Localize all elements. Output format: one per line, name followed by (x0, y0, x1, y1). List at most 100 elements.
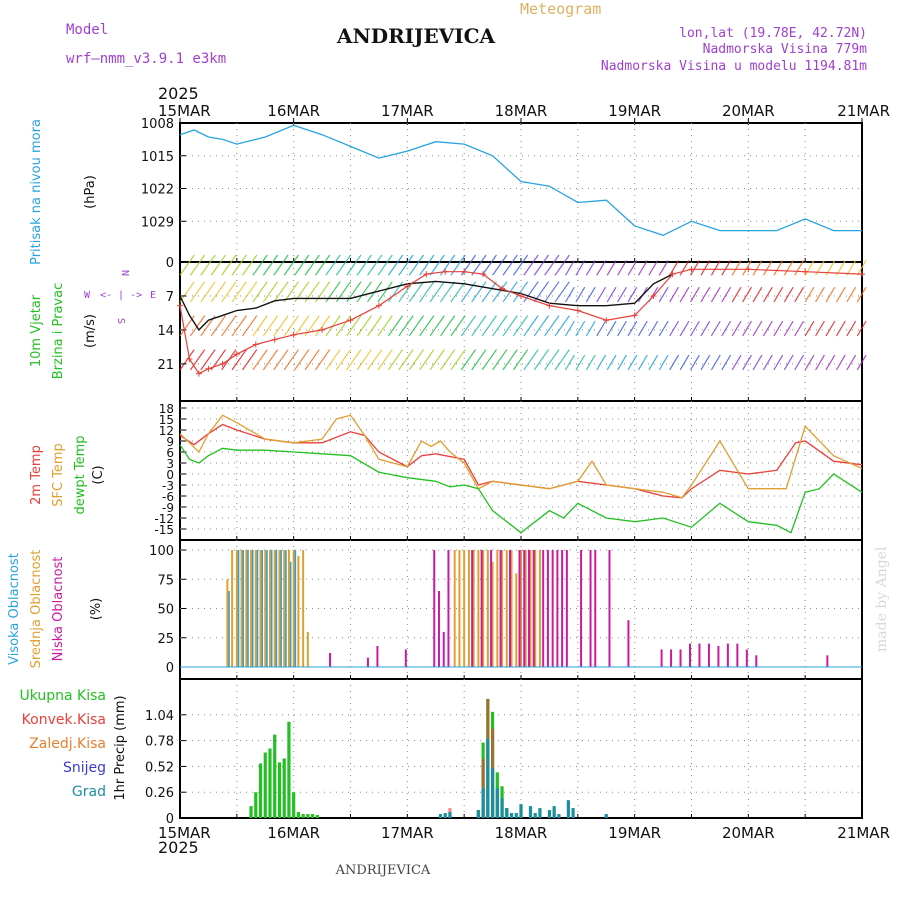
wind-barb (346, 315, 362, 337)
wind-barb (815, 320, 825, 337)
precip-bar (481, 788, 485, 818)
wind-tick-label: 14 (157, 324, 174, 339)
gust-marker (319, 326, 326, 333)
gust-marker (219, 360, 226, 367)
model-elevation-text: Nadmorska Visina u modelu 1194.81m (601, 59, 867, 74)
wind-barb (762, 354, 773, 371)
precip-bar (292, 792, 296, 818)
wind-barb (679, 320, 690, 337)
wind-barb (304, 254, 320, 276)
wind-barb (762, 260, 773, 276)
wind-barb (554, 349, 570, 371)
precip-bar (495, 788, 499, 818)
wind-barb (606, 320, 617, 337)
wind-barb (825, 286, 836, 303)
wind-barb (585, 260, 596, 276)
wind-barb (346, 254, 362, 276)
wind-barb (210, 281, 227, 303)
cloud-axis-label-mid: Srednja Oblacnost (29, 550, 44, 669)
wind-barb (460, 315, 477, 337)
wind-barb (700, 320, 711, 337)
wind-barb (617, 320, 627, 337)
wind-barb (419, 349, 435, 371)
precip-legend-item: Konvek.Kisa (22, 712, 106, 728)
precip-bar (306, 814, 310, 818)
precip-bar (438, 814, 443, 818)
gust-marker (669, 271, 676, 278)
wind-barb (554, 254, 570, 276)
wind-barb (221, 254, 237, 276)
gust-marker (461, 268, 468, 275)
wind-barb (762, 286, 773, 303)
gust-marker (442, 268, 449, 275)
pressure-tick-label: 1008 (141, 117, 174, 132)
wind-barb (742, 260, 752, 276)
wind-barb (481, 315, 497, 337)
wind-barb (658, 260, 669, 276)
wind-barb (200, 349, 216, 371)
pressure-tick-label: 1022 (141, 183, 174, 198)
wind-barb (856, 286, 867, 303)
compass-s-label: S (115, 318, 126, 324)
wind-panel: 0 7 14 21 N <- | -> W E S (84, 254, 867, 402)
wind-barb (481, 281, 497, 303)
gust-marker (252, 341, 259, 348)
wind-barb (783, 354, 794, 371)
wind-barb (637, 354, 648, 371)
date-label-bottom: 19MAR (608, 824, 661, 842)
wind-barb (575, 320, 586, 337)
temperature-tick-label: 18 (159, 402, 174, 416)
temperature-tick-label: -3 (162, 479, 174, 493)
wind-barb (690, 260, 700, 276)
wind-barb (710, 354, 721, 371)
precip-bar (490, 768, 495, 818)
wind-barb (242, 254, 258, 276)
wind-barb (252, 349, 268, 371)
date-label-bottom: 18MAR (495, 824, 548, 842)
precip-bar (528, 806, 533, 818)
wind-barb (679, 286, 690, 303)
wind-barb (523, 315, 539, 337)
wind-barb (179, 254, 195, 276)
wind-barb (429, 349, 445, 371)
wind-barb (408, 254, 425, 276)
temperature-tick-label: -15 (154, 523, 174, 537)
wind-barb (669, 320, 680, 337)
temperature-frame (179, 400, 863, 541)
wind-barb (585, 320, 596, 337)
wind-barb (367, 254, 383, 276)
wind-barb (690, 286, 700, 303)
gust-marker (186, 356, 193, 363)
precip-bar (519, 804, 523, 818)
wind-barb (387, 349, 404, 371)
wind-barb (439, 315, 456, 337)
gust-marker (290, 331, 297, 338)
precip-tick-label: 0.78 (145, 735, 174, 750)
precip-legend-item: Grad (72, 784, 106, 800)
wind-barb (575, 286, 586, 303)
year-bottom: 2025 (158, 838, 199, 857)
wind-barb (773, 286, 784, 303)
wind-barb (523, 349, 539, 371)
wind-barb (252, 281, 268, 303)
wind-barb (721, 260, 732, 276)
date-label-top: 19MAR (608, 102, 661, 120)
wind-tick-label: 21 (157, 358, 174, 373)
wind-barb (815, 286, 825, 303)
cloud-unit-label: (%) (89, 598, 104, 621)
wind-barb (835, 354, 846, 371)
wind-barb (481, 254, 497, 276)
clouds-tick-label: 100 (149, 544, 174, 559)
gust-marker (650, 292, 657, 299)
wind-barb (700, 286, 711, 303)
precip-bar (486, 738, 490, 818)
wind-barb (544, 349, 560, 371)
precip-bar (282, 758, 286, 818)
wind-barb (314, 349, 331, 371)
bottom-date-axis: 15MAR 16MAR 17MAR 18MAR 19MAR 20MAR 21MAR (158, 824, 890, 842)
precip-axis-label: 1hr Precip (mm) (113, 695, 128, 800)
wind-barb (585, 286, 596, 303)
wind-barb (783, 286, 794, 303)
wind-barb (398, 349, 414, 371)
precip-bar (258, 763, 263, 818)
